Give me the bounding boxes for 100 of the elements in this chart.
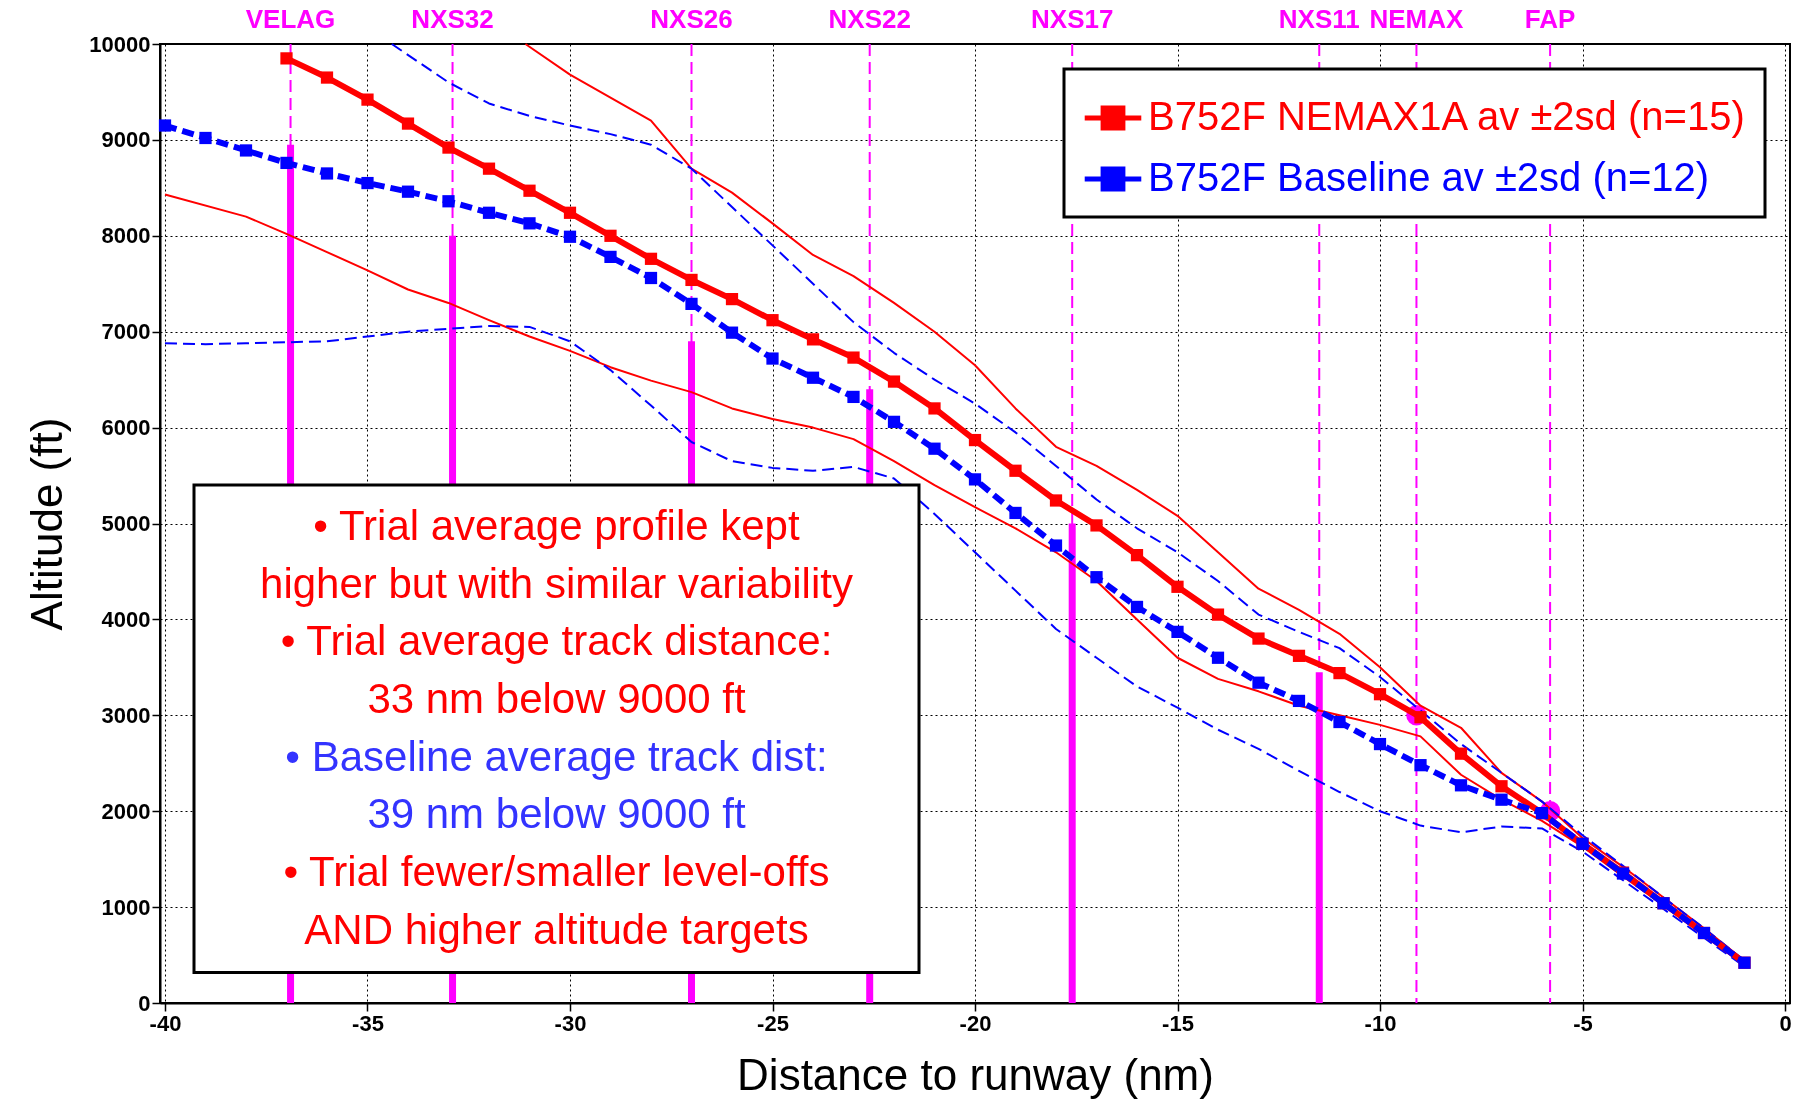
y-tick-label: 3000 [101, 702, 151, 728]
point [806, 371, 820, 384]
point [1171, 625, 1184, 638]
y-tick-label: 7000 [101, 319, 151, 345]
annotation: higher but with similar variability [260, 559, 853, 607]
point [644, 271, 658, 285]
annotation: • Trial average track distance: [280, 617, 833, 665]
point [1333, 666, 1346, 680]
point [320, 71, 334, 84]
point [1454, 747, 1468, 760]
ref-line-label: VELAG [245, 4, 336, 34]
y-tick-label: 0 [138, 990, 151, 1016]
point [685, 297, 698, 311]
point [361, 93, 374, 106]
point [928, 442, 941, 455]
point [1414, 759, 1427, 772]
annotation: 33 nm below 9000 ft [367, 674, 746, 722]
ref-line-label: NXS32 [411, 4, 494, 34]
point [1130, 549, 1144, 562]
point [199, 131, 212, 145]
ref-line-label: NXS26 [650, 4, 733, 34]
y-tick-label: 6000 [101, 415, 151, 441]
point [280, 52, 293, 65]
point [1252, 676, 1265, 689]
x-tick-label: -15 [1162, 1010, 1194, 1036]
annotation: AND higher altitude targets [304, 905, 809, 953]
point [280, 156, 293, 170]
point [766, 314, 779, 327]
y-tick-label: 9000 [101, 127, 151, 153]
x-tick-label: -25 [757, 1010, 789, 1036]
point [1495, 793, 1508, 806]
legend-label: B752F NEMAX1A av ±2sd (n=15) [1148, 94, 1745, 138]
y-tick-label: 4000 [101, 606, 151, 632]
point [239, 144, 253, 157]
point [725, 326, 739, 339]
point [1130, 600, 1144, 614]
annotation: • Trial average profile kept [313, 501, 800, 549]
y-tick-label: 1000 [101, 894, 151, 920]
x-tick-label: -20 [959, 1010, 992, 1036]
ref-line-label: NXS22 [828, 4, 911, 34]
point [887, 415, 901, 428]
point [968, 433, 982, 447]
y-tick-label: 5000 [101, 511, 151, 536]
point [847, 351, 860, 364]
point [1090, 519, 1103, 532]
ref-line-label: NXS11 [1278, 4, 1360, 34]
point [847, 390, 860, 404]
point [725, 292, 739, 306]
point [401, 185, 415, 198]
point [1373, 688, 1387, 701]
point [644, 252, 658, 265]
x-tick-label: -30 [554, 1010, 587, 1036]
y-tick-label: 8000 [101, 223, 151, 249]
point [1009, 464, 1022, 477]
bar [1315, 672, 1323, 1003]
point [523, 184, 536, 197]
point [1373, 737, 1387, 751]
point [401, 117, 415, 130]
x-tick-label: 0 [1779, 1010, 1792, 1036]
x-tick-label: -40 [149, 1010, 182, 1036]
x-axis-title: Distance to runway (nm) [737, 1049, 1214, 1099]
point [1292, 694, 1306, 708]
point [563, 230, 577, 243]
point [1252, 632, 1265, 645]
point [1171, 580, 1184, 593]
y-tick-label: 2000 [101, 798, 151, 824]
ref-line-label: NEMAX [1369, 4, 1465, 34]
point [887, 375, 901, 388]
point [604, 250, 617, 264]
point [1090, 571, 1103, 584]
point [806, 333, 820, 346]
point [361, 176, 374, 190]
point [523, 217, 536, 230]
point [442, 195, 455, 208]
point [563, 206, 577, 219]
point [1292, 649, 1306, 662]
point [482, 162, 496, 175]
point [685, 273, 698, 287]
x-tick-label: -35 [352, 1010, 384, 1036]
annotation: • Baseline average track dist: [285, 732, 828, 780]
x-tick-label: -10 [1364, 1010, 1397, 1036]
legend-label: B752F Baseline av ±2sd (n=12) [1148, 155, 1710, 199]
point [1454, 779, 1468, 792]
point [1211, 608, 1225, 621]
ref-line-label: FAP [1524, 4, 1576, 34]
ref-line-label: NXS17 [1031, 4, 1114, 34]
point [1211, 651, 1225, 664]
x-tick-label: -5 [1573, 1010, 1593, 1036]
y-axis-title: Altitude (ft) [22, 417, 72, 631]
point [968, 473, 982, 486]
point [604, 229, 617, 242]
point [928, 402, 941, 415]
point [1333, 715, 1346, 729]
point [1009, 506, 1022, 520]
annotation: • Trial fewer/smaller level-offs [283, 848, 830, 896]
point [1049, 494, 1063, 507]
point [320, 167, 334, 180]
point [442, 141, 455, 154]
point [158, 119, 172, 132]
point [1049, 539, 1063, 552]
